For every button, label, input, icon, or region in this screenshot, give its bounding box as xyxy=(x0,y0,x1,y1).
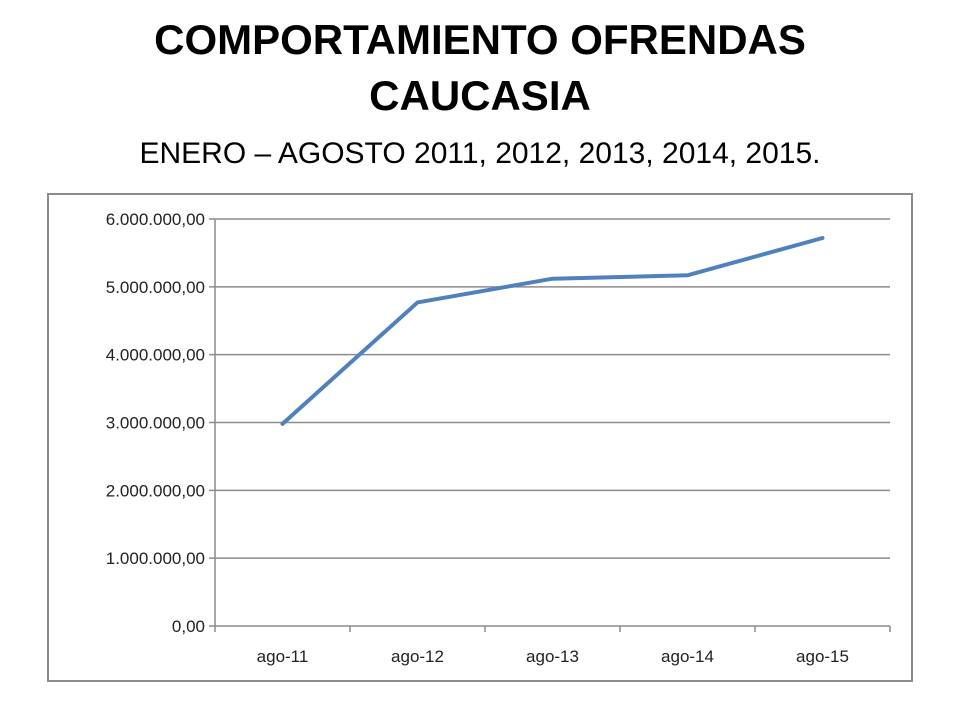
chart-title: COMPORTAMIENTO OFRENDAS CAUCASIA xyxy=(0,12,960,124)
x-tick-label: ago-13 xyxy=(526,647,579,666)
series-line xyxy=(280,235,825,426)
x-tick-label: ago-11 xyxy=(257,647,309,666)
x-tick-label: ago-14 xyxy=(661,647,714,666)
y-tick-label: 5.000.000,00 xyxy=(106,278,205,297)
y-tick-label: 6.000.000,00 xyxy=(106,210,205,229)
y-tick-label: 0,00 xyxy=(172,617,205,636)
x-tick-label: ago-15 xyxy=(796,647,849,666)
chart-title-line1: COMPORTAMIENTO OFRENDAS xyxy=(154,16,806,63)
chart-frame xyxy=(47,193,913,682)
chart-subtitle: ENERO – AGOSTO 2011, 2012, 2013, 2014, 2… xyxy=(139,137,821,170)
x-tick-label: ago-12 xyxy=(391,647,444,666)
y-tick-label: 3.000.000,00 xyxy=(106,414,205,433)
chart-title-line2: CAUCASIA xyxy=(369,72,591,119)
y-tick-label: 4.000.000,00 xyxy=(106,346,205,365)
y-tick-label: 1.000.000,00 xyxy=(106,549,205,568)
y-tick-label: 2.000.000,00 xyxy=(106,481,205,500)
